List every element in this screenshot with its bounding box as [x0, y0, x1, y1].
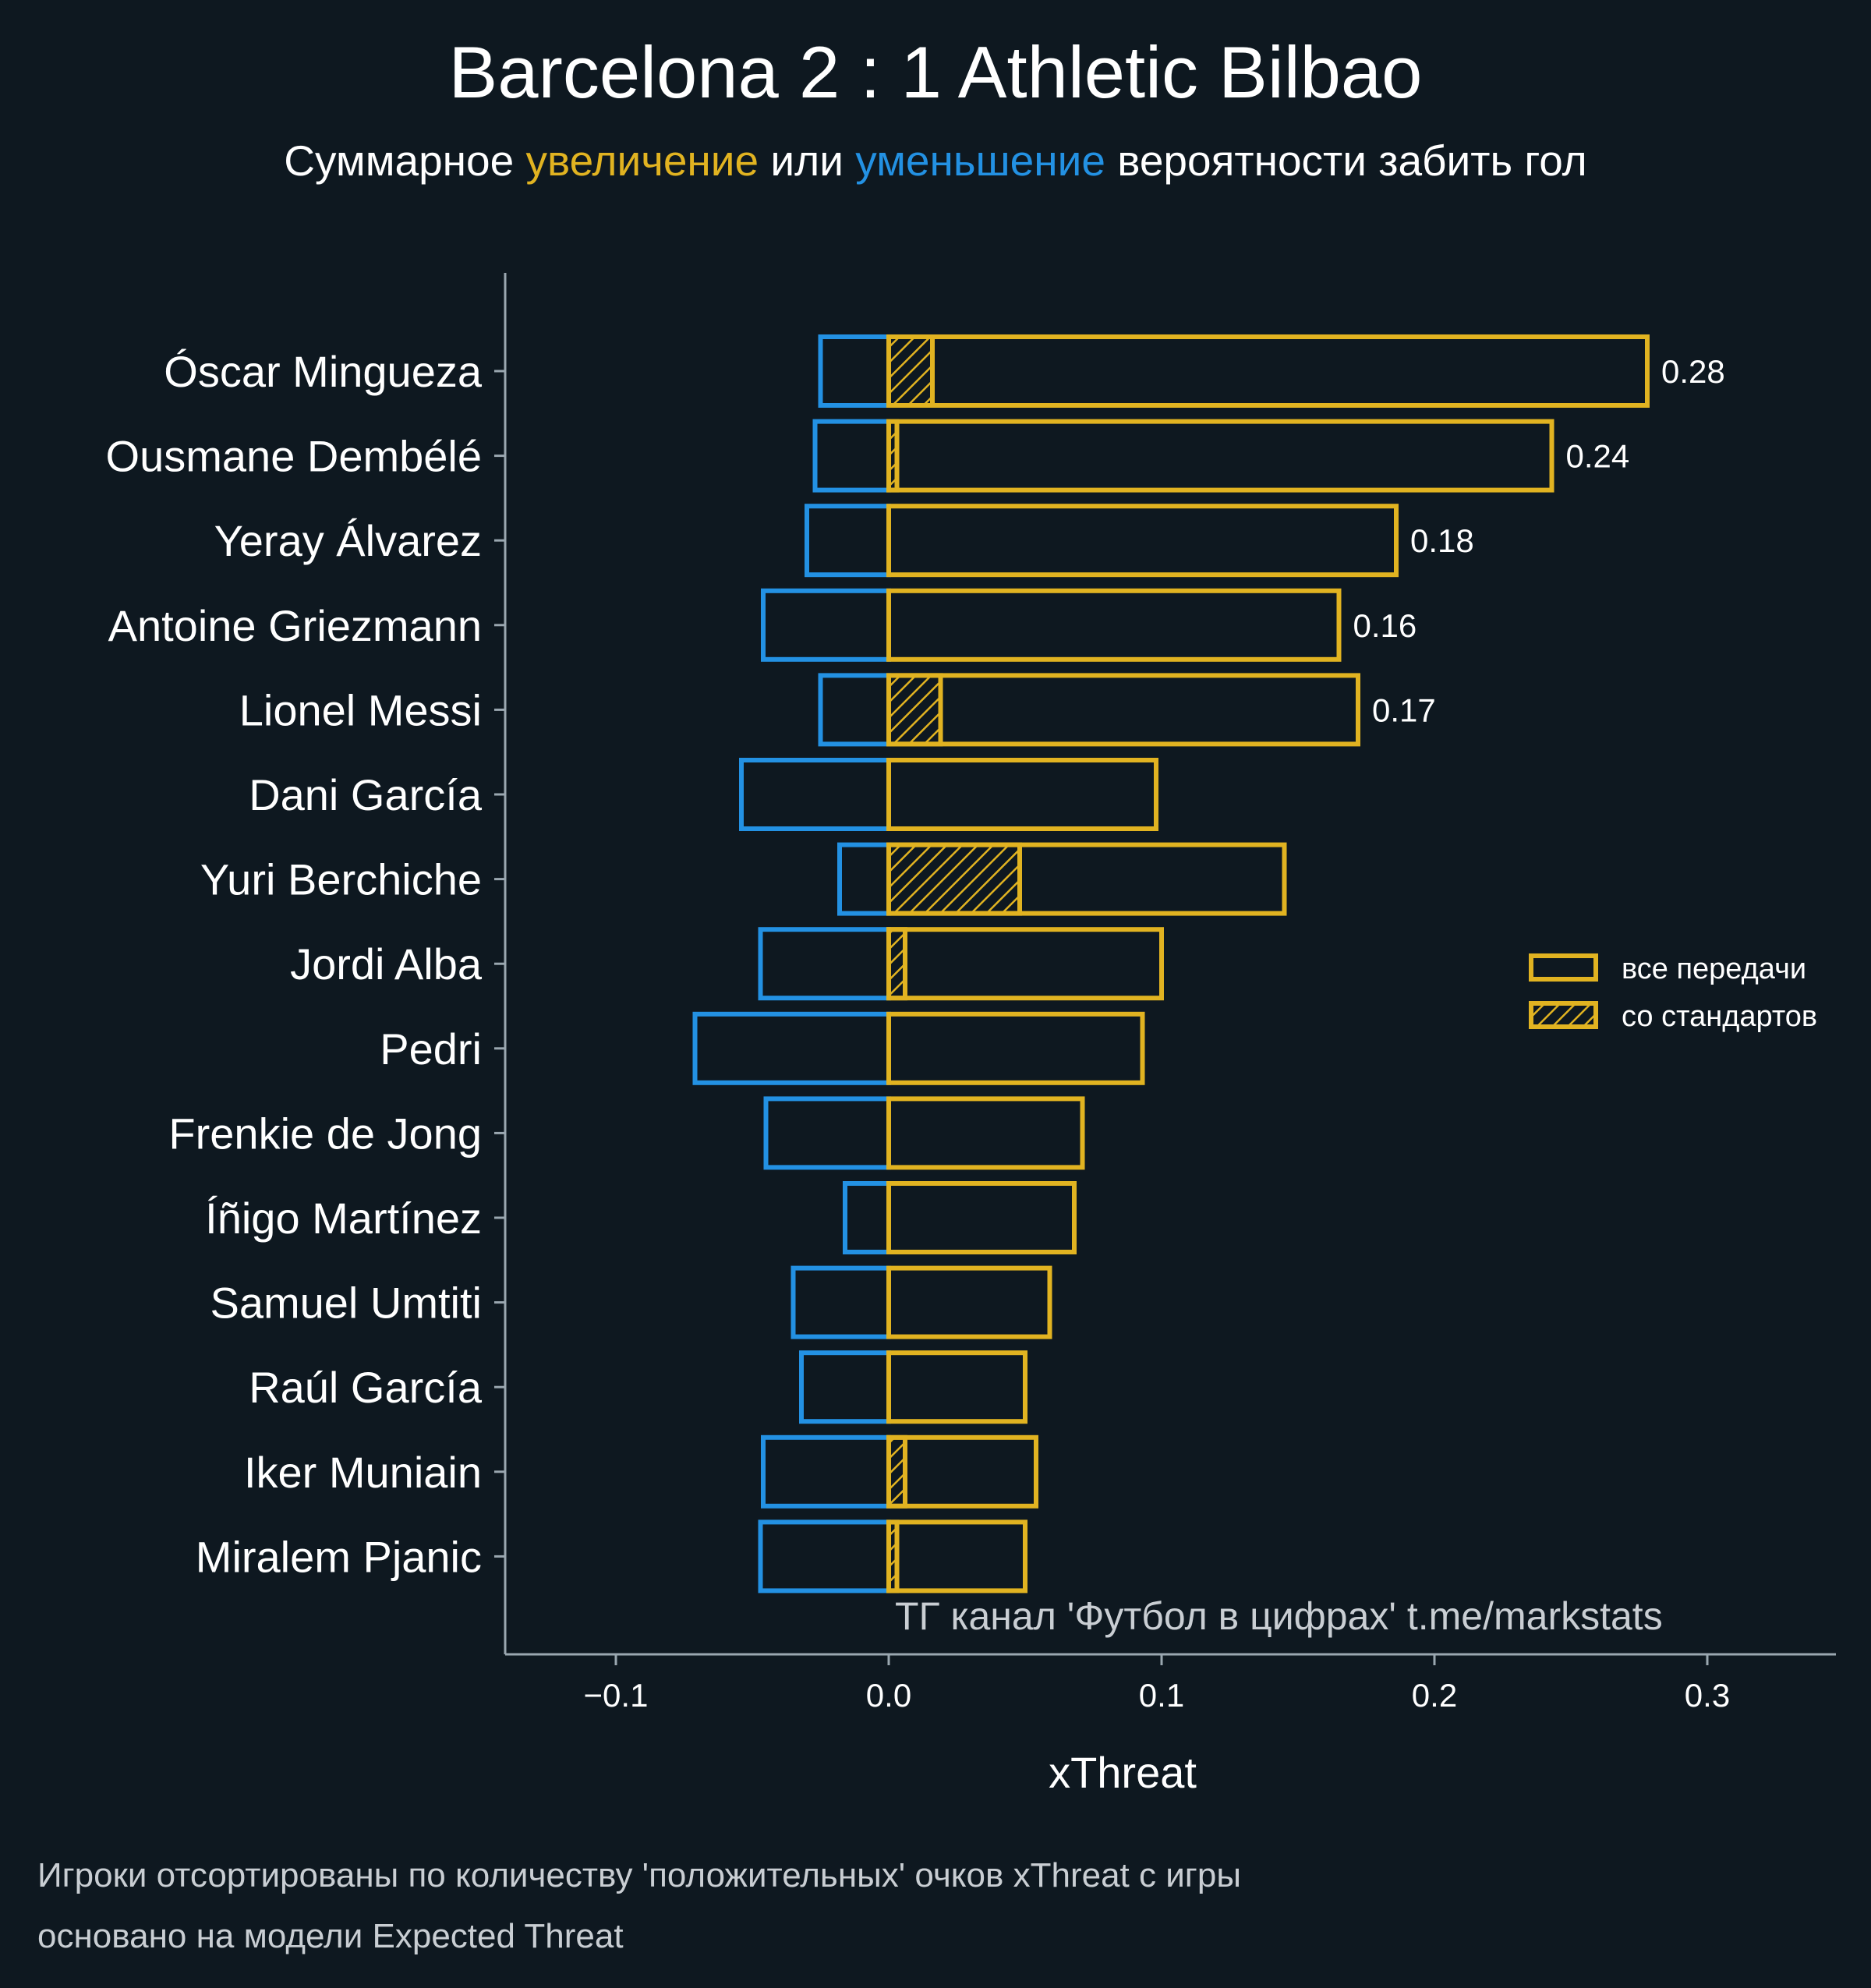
set-piece-bar	[886, 673, 943, 747]
x-tick-label: 0.3	[1685, 1677, 1730, 1714]
negative-bar	[763, 1096, 891, 1170]
positive-bar	[886, 842, 1287, 916]
negative-bar	[799, 1350, 891, 1424]
y-tick-label: Óscar Mingueza	[164, 347, 483, 396]
footnote-line-1: Игроки отсортированы по количеству 'поло…	[37, 1856, 1241, 1894]
negative-bar	[818, 673, 891, 747]
bar-value-label: 0.17	[1372, 692, 1436, 728]
y-tick-label: Dani García	[249, 770, 483, 819]
bar-value-label: 0.18	[1410, 522, 1474, 559]
watermark: ТГ канал 'Футбол в цифрах' t.me/markstat…	[895, 1594, 1663, 1638]
bar-value-label: 0.28	[1661, 353, 1725, 390]
legend-swatch-all-passes	[1529, 953, 1598, 982]
negative-bar	[812, 419, 891, 493]
negative-bar	[758, 927, 891, 1001]
footnote-line-2: основано на модели Expected Threat	[37, 1917, 624, 1955]
y-tick-label: Yeray Álvarez	[214, 516, 482, 565]
y-tick-label: Iker Muniain	[244, 1448, 482, 1497]
set-piece-bar	[886, 1434, 907, 1509]
y-tick-label: Raúl García	[249, 1363, 483, 1412]
set-piece-bar	[886, 842, 1022, 916]
bars-layer: 0.28 0.24 0.18 0.16 0.17	[692, 334, 1725, 1594]
subtitle-highlight-down: уменьшение	[855, 136, 1105, 185]
positive-bar	[886, 504, 1399, 578]
y-tick-label: Frenkie de Jong	[168, 1109, 482, 1158]
x-tick-label: −0.1	[584, 1677, 649, 1714]
negative-bar	[843, 1181, 891, 1254]
bar-value-label: 0.16	[1353, 607, 1417, 644]
bar-value-label: 0.24	[1566, 438, 1630, 475]
y-tick-label: Samuel Umtiti	[210, 1279, 482, 1328]
negative-bar	[837, 842, 891, 916]
positive-bar	[886, 334, 1650, 408]
legend-label-set-pieces: со стандартов	[1622, 1000, 1817, 1033]
subtitle-highlight-up: увеличение	[526, 136, 759, 185]
negative-bar	[790, 1265, 891, 1339]
positive-bar	[886, 927, 1164, 1001]
positive-bar	[886, 419, 1554, 493]
positive-bar	[886, 673, 1360, 747]
negative-bar	[761, 1434, 891, 1509]
y-tick-label: Antoine Griezmann	[108, 601, 482, 650]
legend-swatch-set-pieces	[1529, 1001, 1598, 1029]
positive-bar	[886, 1096, 1085, 1170]
set-piece-bar	[886, 927, 907, 1001]
positive-bar	[886, 1265, 1052, 1339]
positive-bar	[886, 1181, 1077, 1254]
y-ticks: Óscar Mingueza Ousmane Dembélé Yeray Álvar…	[106, 347, 505, 1581]
negative-bar	[761, 588, 891, 662]
subtitle-part1: Суммарное	[284, 136, 525, 185]
y-tick-label: Ousmane Dembélé	[106, 432, 482, 481]
chart-title: Barcelona 2 : 1 Athletic Bilbao	[449, 31, 1423, 113]
subtitle-part3: вероятности забить гол	[1105, 136, 1587, 185]
y-tick-label: Miralem Pjanic	[196, 1532, 482, 1581]
negative-bar	[758, 1519, 891, 1594]
negative-bar	[739, 758, 891, 831]
negative-bar	[805, 504, 891, 578]
x-ticks: −0.1 0.0 0.1 0.2 0.3	[584, 1654, 1730, 1714]
positive-bar	[886, 1519, 1027, 1594]
y-tick-label: Pedri	[380, 1024, 482, 1074]
positive-bar	[886, 588, 1342, 662]
positive-bar	[886, 1011, 1145, 1085]
legend: все передачи со стандартов	[1529, 953, 1817, 1033]
subtitle-part2: или	[759, 136, 855, 185]
x-axis-title: xThreat	[1049, 1748, 1197, 1797]
positive-bar	[886, 758, 1158, 831]
y-tick-label: Yuri Berchiche	[200, 855, 482, 904]
y-tick-label: Íñigo Martínez	[205, 1194, 482, 1243]
chart-subtitle: Суммарное увеличение или уменьшение веро…	[284, 136, 1586, 185]
set-piece-bar	[886, 334, 935, 408]
y-tick-label: Jordi Alba	[290, 939, 483, 989]
x-tick-label: 0.2	[1412, 1677, 1457, 1714]
x-tick-label: 0.0	[866, 1677, 911, 1714]
positive-bar	[886, 1434, 1038, 1509]
legend-label-all-passes: все передачи	[1622, 953, 1806, 985]
x-tick-label: 0.1	[1139, 1677, 1184, 1714]
positive-bar	[886, 1350, 1027, 1424]
y-tick-label: Lionel Messi	[239, 685, 482, 734]
negative-bar	[818, 334, 891, 408]
negative-bar	[692, 1011, 891, 1085]
